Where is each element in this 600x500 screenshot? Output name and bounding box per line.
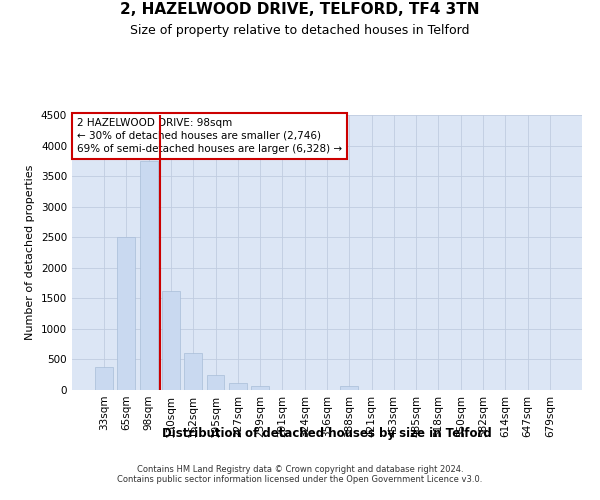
Bar	[340, 386, 358, 390]
Bar	[251, 386, 269, 390]
Bar	[118, 237, 136, 390]
Bar	[184, 354, 202, 390]
Bar	[206, 374, 224, 390]
Text: Size of property relative to detached houses in Telford: Size of property relative to detached ho…	[130, 24, 470, 37]
Text: 2 HAZELWOOD DRIVE: 98sqm
← 30% of detached houses are smaller (2,746)
69% of sem: 2 HAZELWOOD DRIVE: 98sqm ← 30% of detach…	[77, 118, 342, 154]
Bar	[162, 290, 180, 390]
Text: Distribution of detached houses by size in Telford: Distribution of detached houses by size …	[162, 428, 492, 440]
Y-axis label: Number of detached properties: Number of detached properties	[25, 165, 35, 340]
Bar	[140, 161, 158, 390]
Bar	[95, 367, 113, 390]
Text: 2, HAZELWOOD DRIVE, TELFORD, TF4 3TN: 2, HAZELWOOD DRIVE, TELFORD, TF4 3TN	[120, 2, 480, 18]
Bar	[229, 384, 247, 390]
Text: Contains HM Land Registry data © Crown copyright and database right 2024.
Contai: Contains HM Land Registry data © Crown c…	[118, 465, 482, 484]
